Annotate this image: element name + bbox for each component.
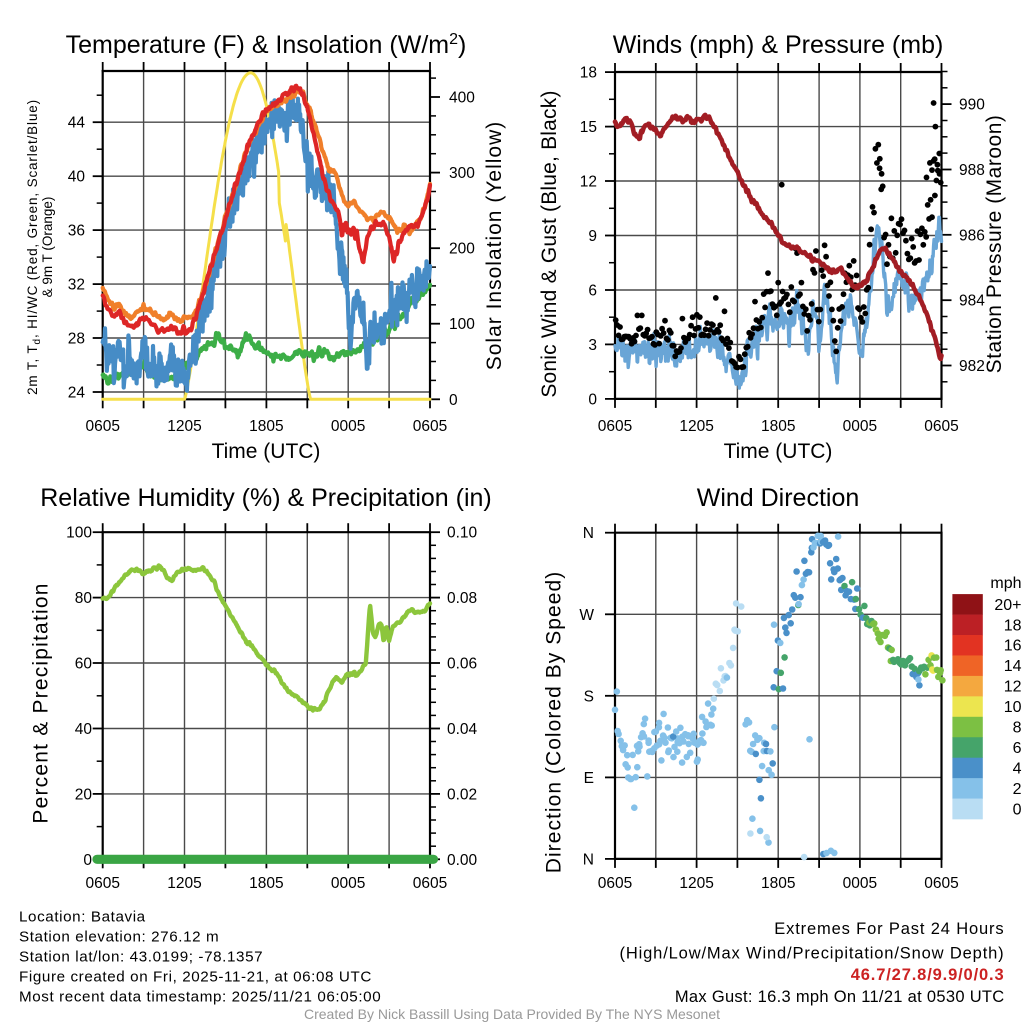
- svg-text:20+: 20+: [994, 597, 1021, 614]
- svg-text:982: 982: [959, 358, 985, 375]
- svg-text:N: N: [583, 525, 594, 542]
- svg-text:0605: 0605: [924, 875, 958, 892]
- svg-text:0605: 0605: [924, 418, 958, 435]
- svg-text:15: 15: [580, 119, 597, 136]
- svg-text:0605: 0605: [413, 875, 447, 892]
- svg-text:984: 984: [959, 293, 985, 310]
- svg-text:0005: 0005: [331, 875, 365, 892]
- svg-text:18: 18: [580, 65, 597, 82]
- svg-text:12: 12: [580, 174, 597, 191]
- svg-text:14: 14: [1004, 658, 1022, 675]
- svg-text:0.10: 0.10: [447, 525, 478, 542]
- svg-text:Station elevation: 276.12 m: Station elevation: 276.12 m: [19, 929, 219, 946]
- svg-text:1805: 1805: [761, 418, 795, 435]
- svg-text:& 9m T (Orange): & 9m T (Orange): [40, 197, 55, 298]
- svg-text:Temperature (F) & Insolation (: Temperature (F) & Insolation (W/m2): [66, 31, 467, 59]
- svg-text:100: 100: [66, 525, 92, 542]
- svg-text:46.7/27.8/9.9/0/0.3: 46.7/27.8/9.9/0/0.3: [851, 966, 1005, 984]
- svg-text:(High/Low/Max Wind/Precipitati: (High/Low/Max Wind/Precipitation/Snow De…: [620, 945, 1005, 963]
- svg-text:0.08: 0.08: [447, 590, 477, 607]
- svg-text:32: 32: [68, 277, 85, 294]
- svg-text:Most recent data timestamp: 20: Most recent data timestamp: 2025/11/21 0…: [19, 989, 381, 1006]
- svg-text:0.06: 0.06: [447, 656, 477, 673]
- svg-text:Solar Insolation (Yellow): Solar Insolation (Yellow): [483, 121, 506, 371]
- svg-text:W: W: [579, 607, 594, 624]
- svg-text:Relative Humidity (%) & Precip: Relative Humidity (%) & Precipitation (i…: [40, 484, 492, 512]
- svg-text:10: 10: [1004, 699, 1022, 716]
- svg-text:36: 36: [68, 223, 85, 240]
- svg-text:Created By Nick Bassill Using: Created By Nick Bassill Using Data Provi…: [304, 1006, 720, 1022]
- svg-text:Sonic Wind & Gust (Blue, Black: Sonic Wind & Gust (Blue, Black): [538, 90, 561, 397]
- svg-text:2m T, Td, HI/WC (Red, Green, S: 2m T, Td, HI/WC (Red, Green, Scarlet/Blu…: [25, 99, 43, 395]
- svg-text:N: N: [583, 851, 594, 868]
- svg-text:Max Gust: 16.3 mph On 11/21 at: Max Gust: 16.3 mph On 11/21 at 0530 UTC: [675, 988, 1005, 1006]
- svg-text:Winds (mph) & Pressure (mb): Winds (mph) & Pressure (mb): [613, 31, 944, 59]
- svg-text:1805: 1805: [761, 875, 795, 892]
- svg-text:1805: 1805: [249, 418, 283, 435]
- svg-text:S: S: [584, 688, 594, 705]
- svg-text:0: 0: [1013, 801, 1022, 818]
- svg-text:20: 20: [75, 786, 93, 803]
- svg-text:12: 12: [1004, 679, 1022, 696]
- svg-text:Time (UTC): Time (UTC): [212, 440, 321, 463]
- svg-text:E: E: [584, 770, 594, 787]
- svg-text:Wind Direction: Wind Direction: [697, 484, 860, 512]
- svg-text:Percent & Precipitation: Percent & Precipitation: [30, 582, 53, 823]
- svg-text:Time (UTC): Time (UTC): [724, 440, 833, 463]
- svg-text:mph: mph: [990, 575, 1021, 592]
- svg-text:0: 0: [83, 852, 92, 869]
- svg-text:9: 9: [588, 228, 597, 245]
- svg-text:44: 44: [68, 115, 86, 132]
- svg-text:0605: 0605: [413, 418, 447, 435]
- svg-text:0605: 0605: [598, 418, 632, 435]
- svg-text:Location: Batavia: Location: Batavia: [19, 909, 146, 926]
- svg-text:0.04: 0.04: [447, 721, 478, 738]
- svg-text:0.00: 0.00: [447, 852, 478, 869]
- svg-text:200: 200: [449, 241, 475, 258]
- svg-text:1805: 1805: [249, 875, 283, 892]
- svg-text:16: 16: [1004, 638, 1022, 655]
- svg-text:0005: 0005: [843, 875, 877, 892]
- svg-text:6: 6: [1013, 740, 1022, 757]
- svg-text:1205: 1205: [679, 418, 713, 435]
- svg-text:0.02: 0.02: [447, 786, 477, 803]
- svg-text:990: 990: [959, 97, 985, 114]
- svg-text:0605: 0605: [85, 875, 119, 892]
- svg-text:400: 400: [449, 90, 475, 107]
- svg-text:0: 0: [588, 391, 597, 408]
- svg-text:1205: 1205: [167, 875, 201, 892]
- svg-text:Figure created on Fri, 2025-11: Figure created on Fri, 2025-11-21, at 06…: [19, 969, 372, 986]
- svg-text:28: 28: [68, 331, 85, 348]
- svg-text:Station Pressure (Maroon): Station Pressure (Maroon): [983, 115, 1006, 374]
- svg-text:100: 100: [449, 316, 475, 333]
- svg-text:Direction (Colored By Speed): Direction (Colored By Speed): [543, 571, 566, 874]
- svg-text:0005: 0005: [331, 418, 365, 435]
- svg-text:1205: 1205: [167, 418, 201, 435]
- svg-text:3: 3: [588, 337, 597, 354]
- svg-text:0: 0: [449, 392, 458, 409]
- svg-text:986: 986: [959, 227, 985, 244]
- svg-text:8: 8: [1013, 720, 1022, 737]
- svg-text:24: 24: [68, 385, 86, 402]
- svg-text:988: 988: [959, 162, 985, 179]
- svg-text:80: 80: [75, 590, 93, 607]
- svg-text:18: 18: [1004, 617, 1022, 634]
- svg-text:6: 6: [588, 282, 597, 299]
- svg-text:300: 300: [449, 165, 475, 182]
- svg-text:1205: 1205: [679, 875, 713, 892]
- svg-text:Extremes For Past 24 Hours: Extremes For Past 24 Hours: [774, 920, 1004, 938]
- svg-text:4: 4: [1013, 760, 1022, 777]
- svg-text:40: 40: [75, 721, 93, 738]
- svg-text:0605: 0605: [85, 418, 119, 435]
- svg-text:40: 40: [68, 169, 86, 186]
- svg-text:2: 2: [1013, 781, 1022, 798]
- svg-text:0605: 0605: [598, 875, 632, 892]
- svg-text:60: 60: [75, 656, 93, 673]
- svg-text:Station lat/lon: 43.0199; -78.: Station lat/lon: 43.0199; -78.1357: [19, 949, 263, 966]
- svg-text:0005: 0005: [843, 418, 877, 435]
